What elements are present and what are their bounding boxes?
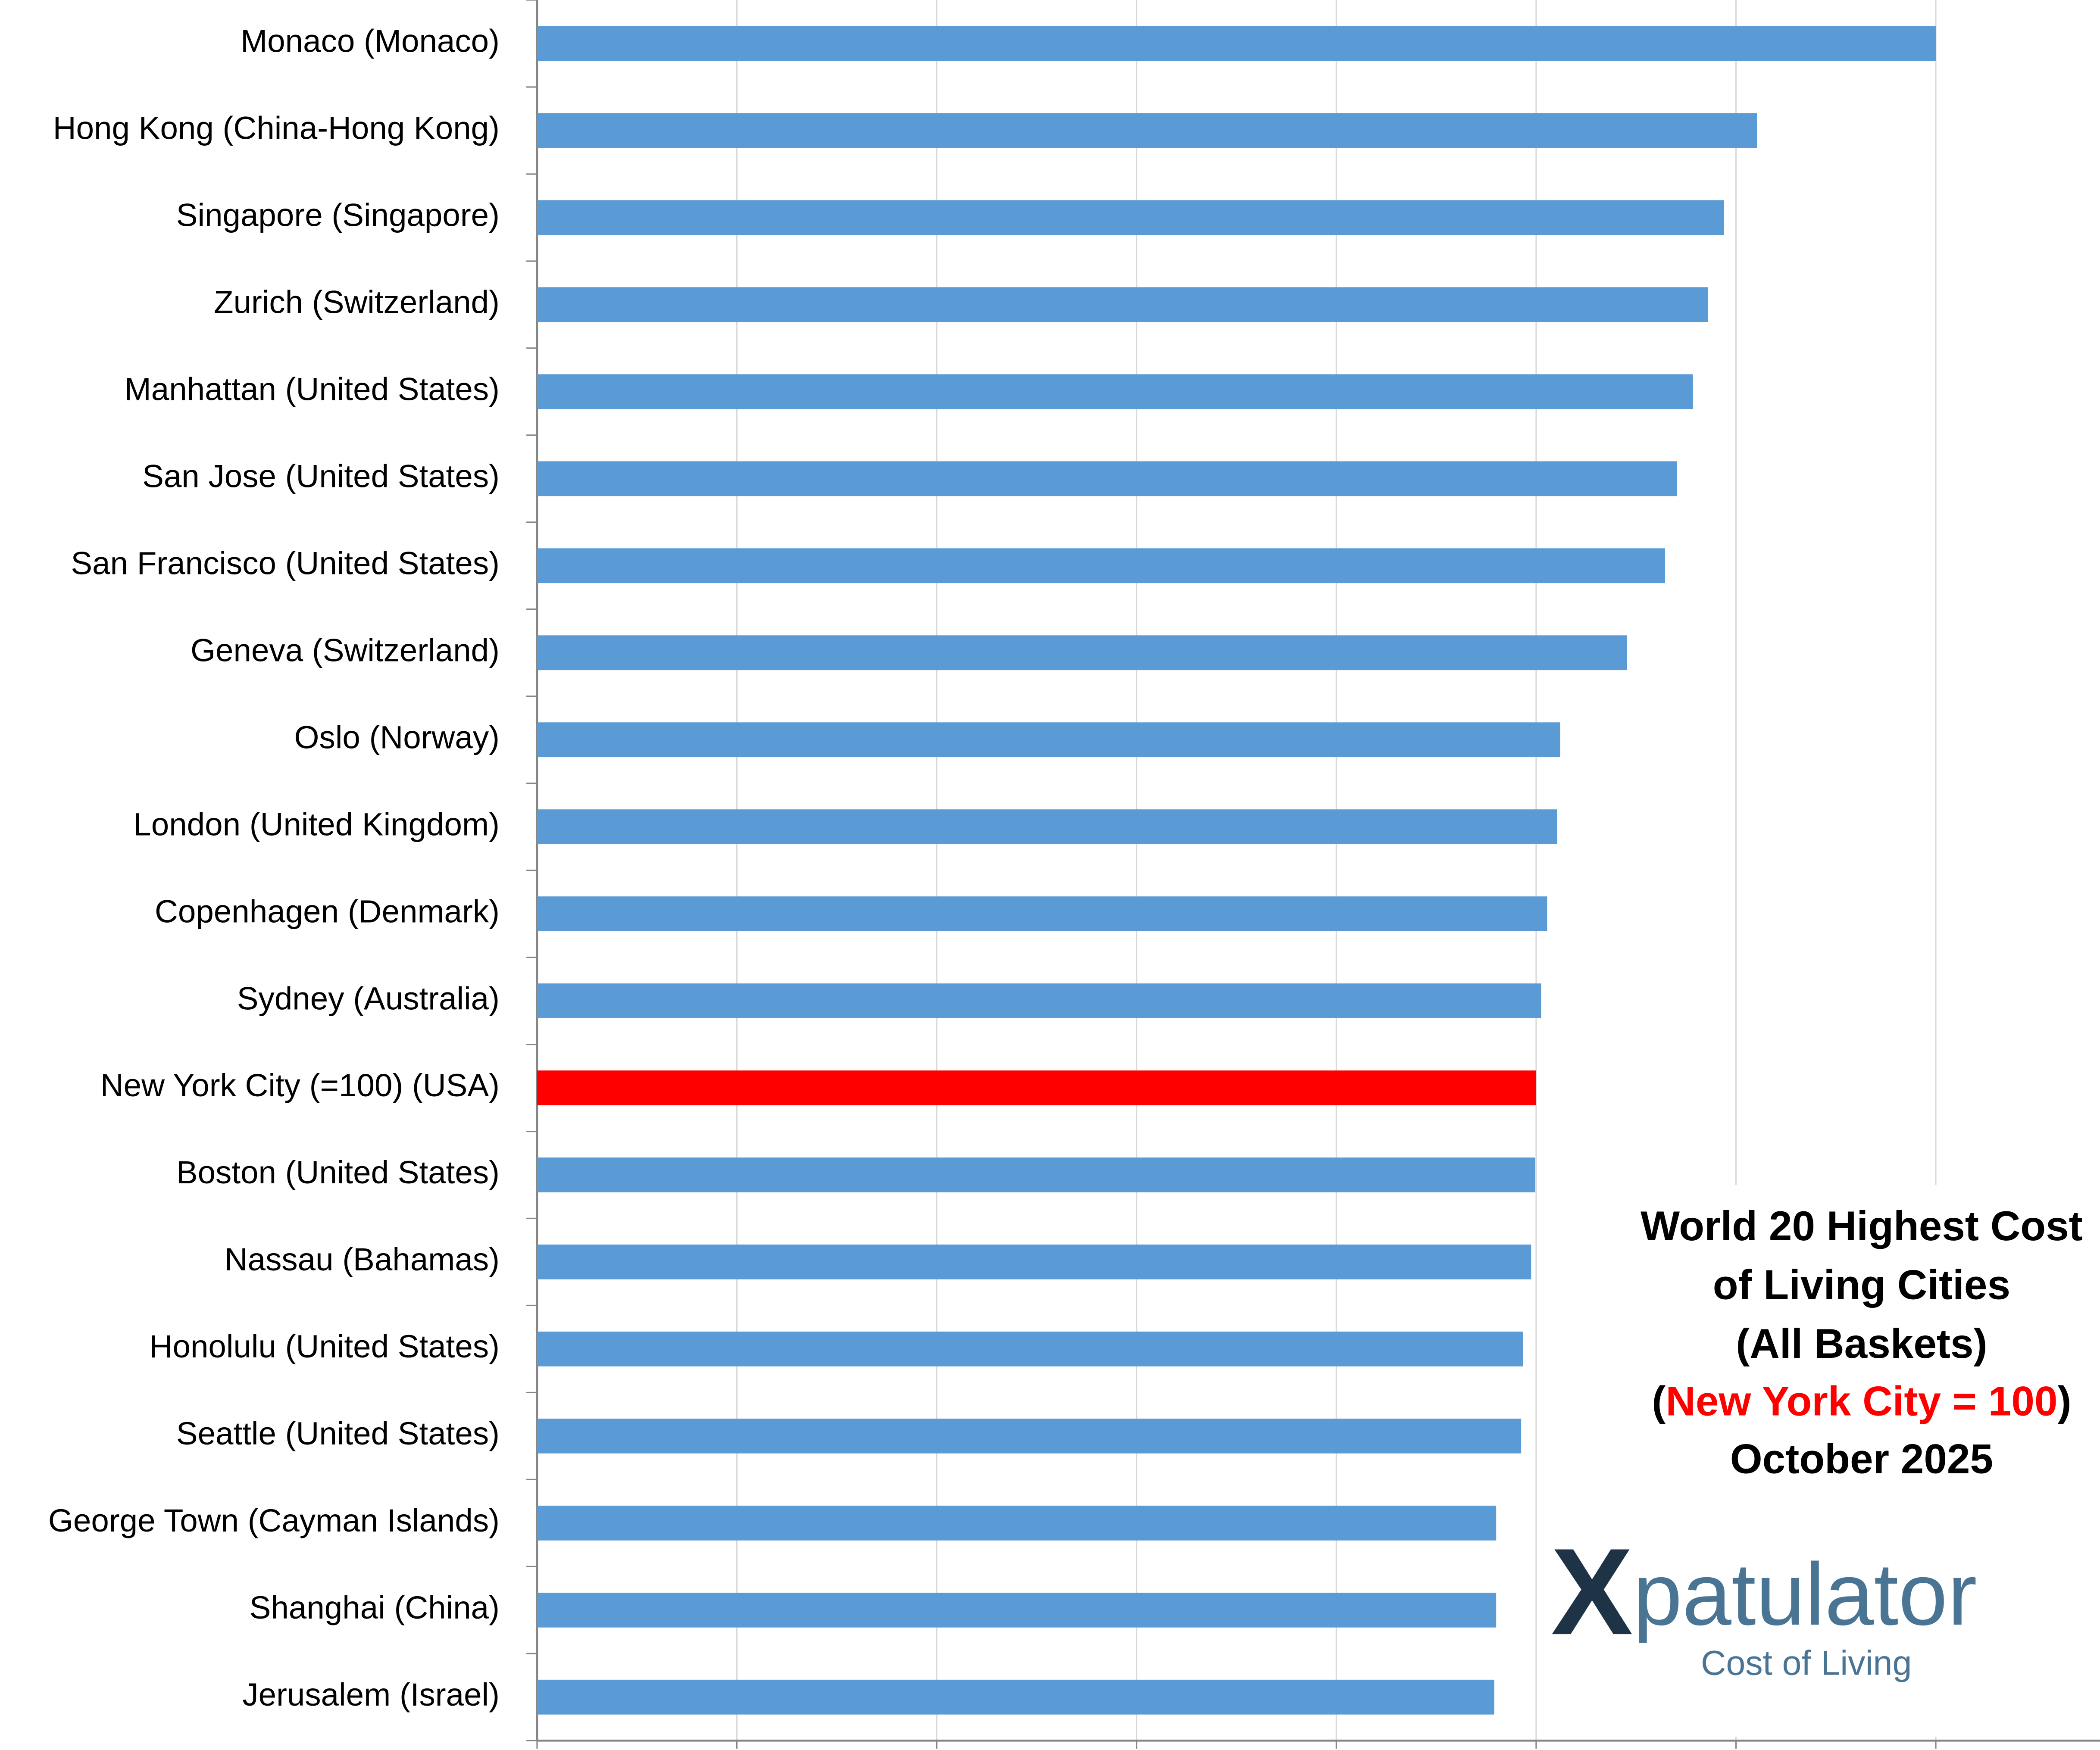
category-label: Zurich (Switzerland) [214,284,500,320]
subtitle-part: ) [2058,1379,2072,1425]
chart-title: (All Baskets) [1736,1321,1987,1367]
category-label: Monaco (Monaco) [241,23,500,59]
bar [537,983,1541,1018]
category-label: Jerusalem (Israel) [242,1676,500,1713]
bar [537,548,1665,583]
logo: Xpatulator [1551,1522,1977,1660]
category-label: Singapore (Singapore) [176,197,500,233]
bar [537,1245,1531,1279]
chart-title: of Living Cities [1713,1262,2010,1308]
bar [537,1592,1497,1628]
chart-subtitle: (New York City = 100) [1652,1379,2071,1425]
bar [537,374,1693,409]
chart-title: World 20 Highest Cost [1641,1203,2083,1249]
category-label: Nassau (Bahamas) [225,1241,500,1277]
category-label: Oslo (Norway) [294,719,500,755]
logo-mark: X [1551,1522,1634,1660]
bar [537,287,1708,322]
category-label: Geneva (Switzerland) [191,632,500,668]
bar [537,809,1557,845]
subtitle-part: ( [1652,1379,1666,1425]
subtitle-part: New York City = 100 [1666,1379,2057,1425]
category-label: George Town (Cayman Islands) [48,1502,500,1538]
chart-date: October 2025 [1730,1436,1993,1482]
category-label: San Jose (United States) [142,458,500,494]
category-label: New York City (=100) (USA) [100,1067,500,1103]
category-label: Seattle (United States) [176,1415,500,1451]
bar [537,26,1936,61]
bar [537,896,1547,931]
bar [537,1070,1536,1105]
bar [537,1505,1497,1541]
category-label: Copenhagen (Denmark) [155,893,500,929]
bar [537,1332,1523,1366]
logo-tagline: Cost of Living [1701,1644,1912,1683]
bar [537,1418,1522,1454]
bar [537,200,1724,235]
category-label: San Francisco (United States) [71,545,500,581]
category-label: London (United Kingdom) [133,806,500,842]
bar [537,722,1560,758]
category-label: Manhattan (United States) [125,371,500,407]
bar [537,1679,1494,1715]
category-label: Sydney (Australia) [237,980,500,1016]
category-label: Hong Kong (China-Hong Kong) [53,110,500,146]
bar [537,1157,1535,1192]
category-label: Boston (United States) [176,1154,500,1190]
bar [537,113,1757,148]
bar [537,461,1677,496]
category-label: Honolulu (United States) [150,1328,500,1364]
category-label: Shanghai (China) [250,1589,500,1625]
logo-name: patulator [1633,1545,1977,1644]
title-panel [1540,1185,2100,1737]
bar [537,635,1627,671]
